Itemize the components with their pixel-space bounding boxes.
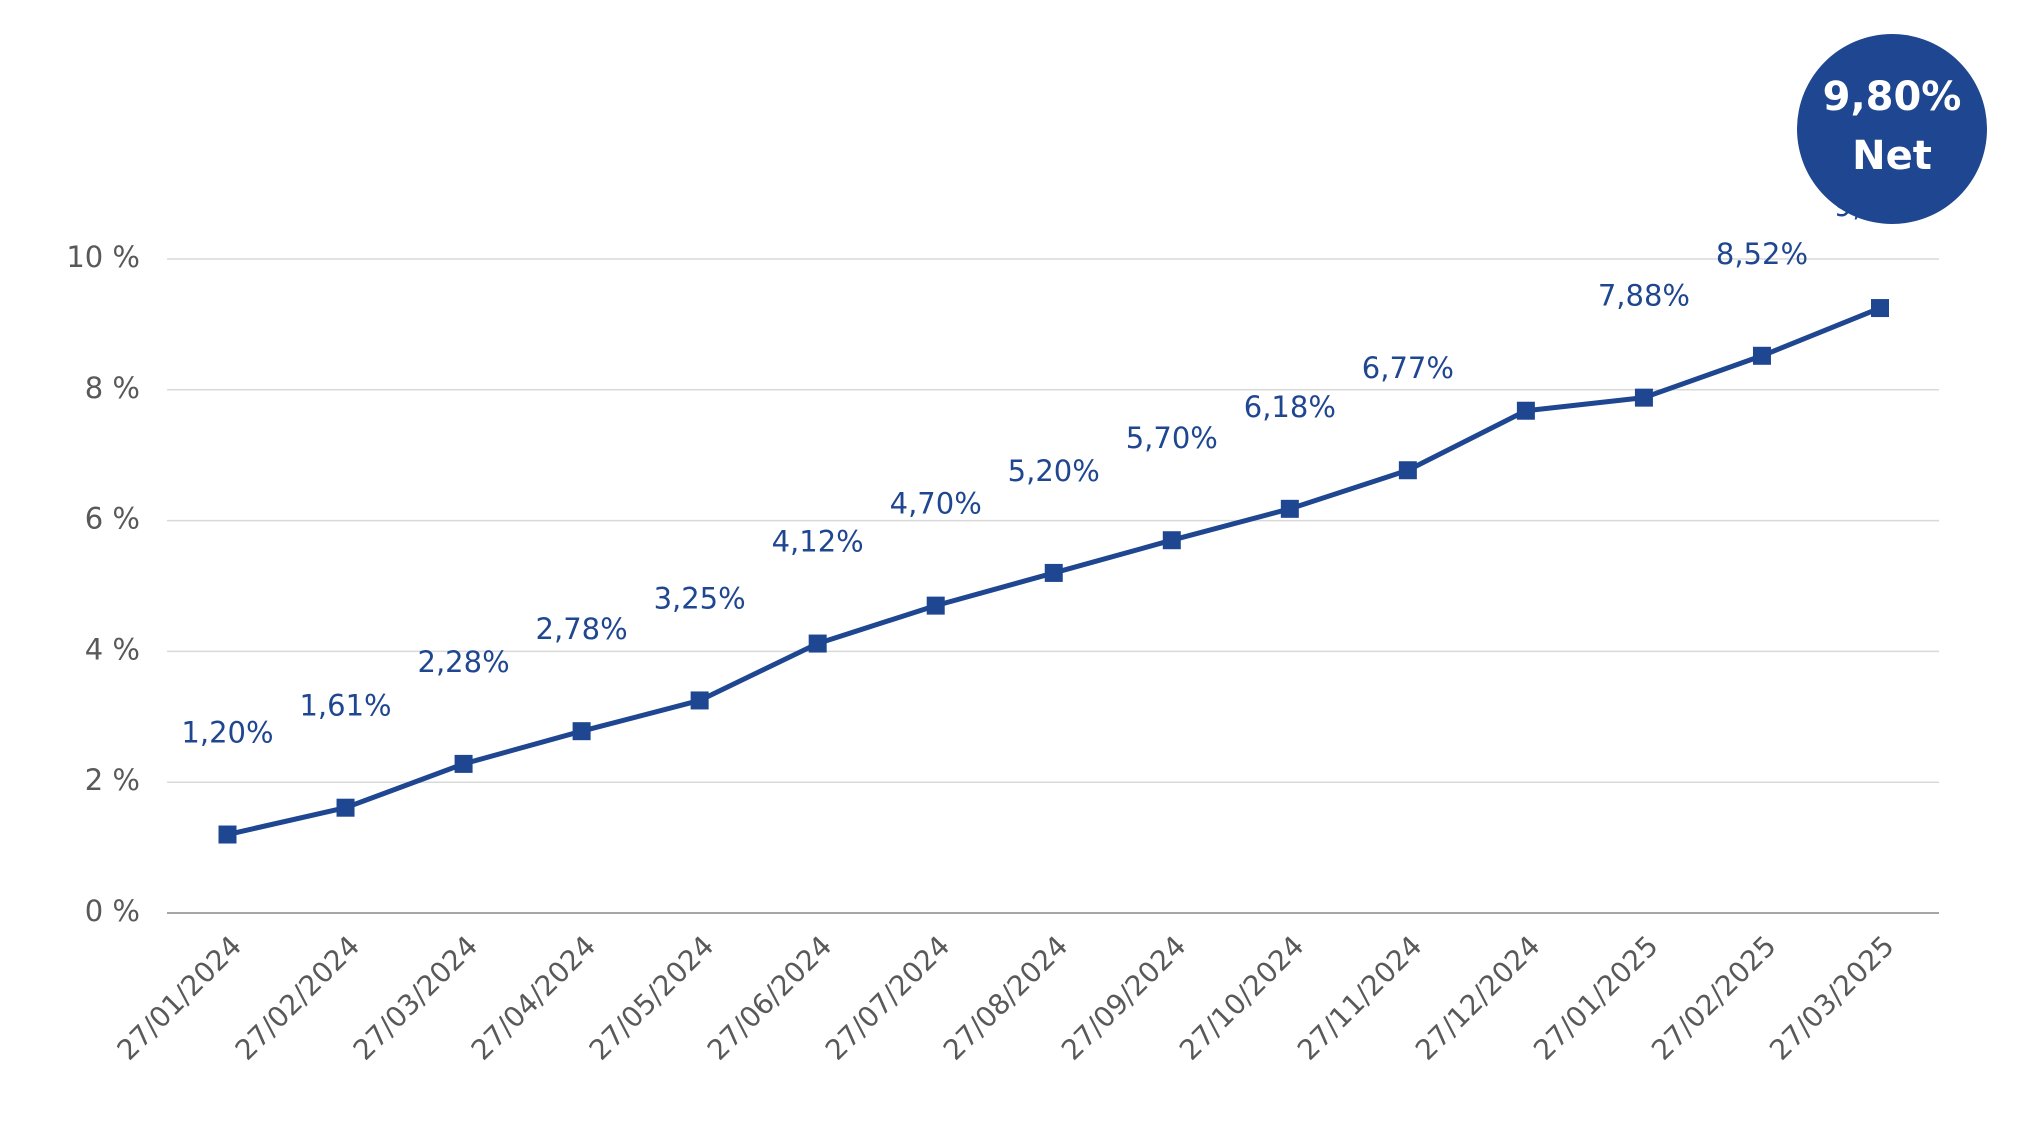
data-label: 9,25%	[1834, 189, 1926, 223]
x-tick-label: 27/10/2024	[1173, 929, 1310, 1066]
marker	[1634, 388, 1653, 407]
marker	[1871, 299, 1889, 318]
marker	[1752, 346, 1771, 365]
marker	[926, 596, 945, 615]
x-tick-label: 27/08/2024	[937, 929, 1074, 1066]
data-label: 4,70%	[890, 487, 982, 521]
data-label: 2,78%	[536, 612, 628, 646]
x-tick-label: 27/07/2024	[819, 929, 956, 1066]
x-tick-label: 27/05/2024	[583, 929, 720, 1066]
marker	[1044, 563, 1063, 582]
x-tick-label: 27/03/2025	[1763, 929, 1900, 1066]
x-tick-label: 27/04/2024	[465, 929, 602, 1066]
marker	[454, 754, 473, 773]
data-label: 7,88%	[1598, 279, 1690, 313]
y-tick-label: 4 %	[85, 632, 140, 666]
x-tick-label: 27/02/2024	[229, 929, 366, 1066]
x-tick-label: 27/06/2024	[701, 929, 838, 1066]
marker	[1280, 499, 1299, 518]
data-label: 8,52%	[1716, 237, 1808, 271]
marker	[218, 825, 237, 844]
data-label: 6,18%	[1244, 390, 1336, 424]
data-label: 4,12%	[772, 525, 864, 559]
data-label: 2,28%	[418, 645, 510, 679]
data-label: 5,20%	[1008, 454, 1100, 488]
x-tick-label: 27/11/2024	[1291, 929, 1428, 1066]
x-tick-label: 27/01/2024	[111, 929, 248, 1066]
y-tick-label: 10 %	[66, 240, 140, 274]
marker	[336, 798, 355, 817]
data-label: 3,25%	[654, 581, 746, 615]
badge	[1797, 34, 1987, 224]
y-tick-label: 0 %	[85, 894, 140, 928]
y-tick-label: 2 %	[85, 763, 140, 797]
marker	[690, 691, 709, 710]
y-tick-label: 8 %	[85, 371, 140, 405]
marker	[808, 634, 827, 653]
badge-label: Net	[1852, 133, 1932, 179]
x-tick-label: 27/03/2024	[347, 929, 484, 1066]
x-tick-label: 27/02/2025	[1645, 929, 1782, 1066]
y-tick-label: 6 %	[85, 502, 140, 536]
badge-value: 9,80%	[1823, 74, 1962, 120]
data-label: 6,77%	[1362, 351, 1454, 385]
marker	[1162, 531, 1181, 550]
marker	[1398, 461, 1417, 480]
x-tick-label: 27/09/2024	[1055, 929, 1192, 1066]
marker	[572, 722, 591, 741]
x-tick-label: 27/01/2025	[1527, 929, 1664, 1066]
data-label: 5,70%	[1126, 421, 1218, 455]
data-label: 1,20%	[181, 716, 273, 750]
data-label: 1,61%	[299, 689, 391, 723]
marker	[1516, 401, 1535, 420]
x-tick-label: 27/12/2024	[1409, 929, 1546, 1066]
